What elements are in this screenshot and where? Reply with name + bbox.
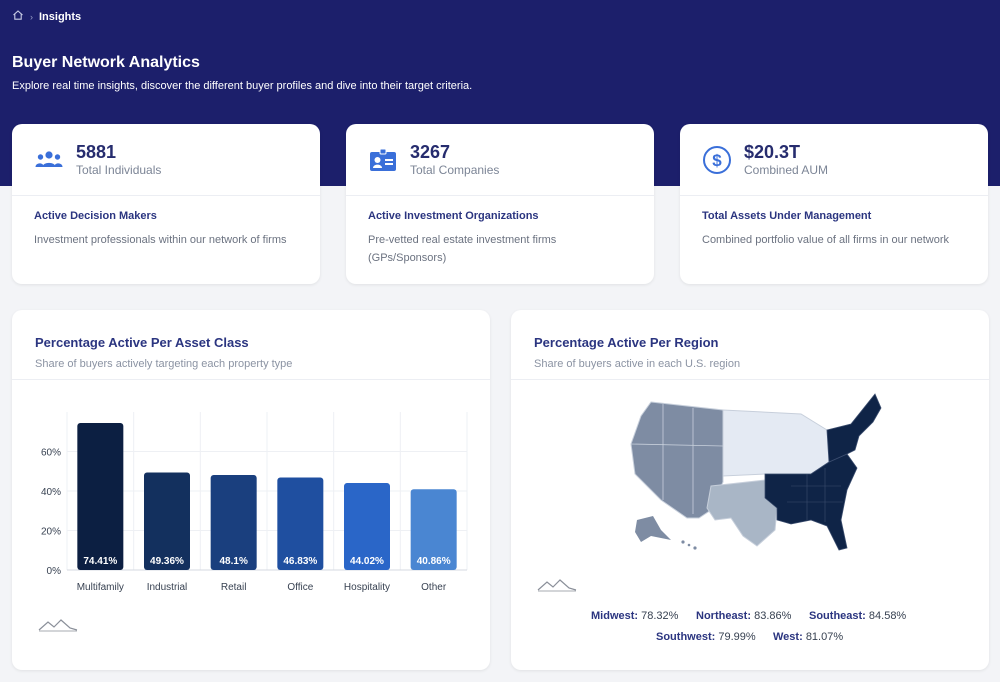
bar-other[interactable] [410,489,457,570]
breadcrumb: › Insights [12,9,81,24]
x-tick-label: Industrial [147,582,188,593]
stat-description: Combined portfolio value of all firms in… [702,234,950,246]
y-tick-label: 20% [41,527,61,538]
y-tick-label: 0% [47,566,62,577]
map-region-northeast[interactable] [826,393,882,463]
region-panel: Percentage Active Per Region Share of bu… [511,310,989,670]
legend-northeast: Northeast: 83.86% [696,610,792,622]
stat-card-individuals: 5881 Total Individuals Active Decision M… [12,124,320,284]
users-icon [34,145,64,175]
legend-southwest: Southwest: 79.99% [656,631,756,643]
x-tick-label: Multifamily [77,582,124,593]
stat-title: Total Assets Under Management [702,210,872,222]
bar-data-label: 49.36% [150,556,184,567]
mountain-logo-icon [537,578,577,597]
panel-title: Percentage Active Per Region [534,335,719,350]
bar-data-label: 74.41% [83,556,117,567]
asset-class-panel: Percentage Active Per Asset Class Share … [12,310,490,670]
x-tick-label: Retail [221,582,247,593]
id-card-icon [368,145,398,175]
page-subtitle: Explore real time insights, discover the… [12,80,473,92]
map-region-midwest[interactable] [722,409,830,477]
dollar-icon: $ [702,145,732,175]
panel-title: Percentage Active Per Asset Class [35,335,249,350]
mountain-logo-icon [38,619,78,632]
page-title: Buyer Network Analytics [12,54,200,71]
bar-data-label: 44.02% [350,556,384,567]
home-icon[interactable] [12,9,24,24]
bar-data-label: 46.83% [283,556,317,567]
bar-data-label: 48.1% [219,556,247,567]
bar-office[interactable] [277,477,324,570]
chevron-right-icon: › [30,11,33,22]
x-tick-label: Office [287,582,313,593]
bar-data-label: 40.86% [417,556,451,567]
stat-label: Total Individuals [76,162,162,177]
us-region-map [630,393,882,551]
x-tick-label: Other [421,582,447,593]
y-tick-label: 40% [41,487,61,498]
bar-multifamily[interactable] [77,423,124,570]
stat-value: $20.3T [744,141,801,162]
svg-text:$: $ [712,151,722,170]
bar-hospitality[interactable] [344,483,390,570]
y-tick-label: 60% [41,448,61,459]
stat-value: 3267 [410,141,451,162]
stat-card-companies: 3267 Total Companies Active Investment O… [346,124,654,284]
legend-midwest: Midwest: 78.32% [591,610,679,622]
bar-retail[interactable] [210,475,257,570]
legend-southeast: Southeast: 84.58% [809,610,907,622]
panel-subtitle: Share of buyers active in each U.S. regi… [534,358,741,370]
stat-title: Active Decision Makers [34,210,157,222]
stat-title: Active Investment Organizations [368,210,539,222]
stat-card-aum: $ $20.3T Combined AUM Total Assets Under… [680,124,988,284]
stat-label: Total Companies [410,162,500,177]
stat-value: 5881 [76,141,117,162]
legend-west: West: 81.07% [773,631,844,643]
stat-description: Pre-vetted real estate investment firms … [368,234,557,264]
x-tick-label: Hospitality [344,582,390,593]
breadcrumb-current[interactable]: Insights [39,10,82,23]
bar-industrial[interactable] [144,472,190,570]
panel-subtitle: Share of buyers actively targeting each … [35,358,293,370]
asset-class-bar-chart: 0% 20% 40% 60% 74.41% Multifamily 49.36% Indust… [38,412,468,632]
stat-label: Combined AUM [744,162,829,177]
stat-description: Investment professionals within our netw… [34,234,287,246]
map-alaska [635,516,671,542]
